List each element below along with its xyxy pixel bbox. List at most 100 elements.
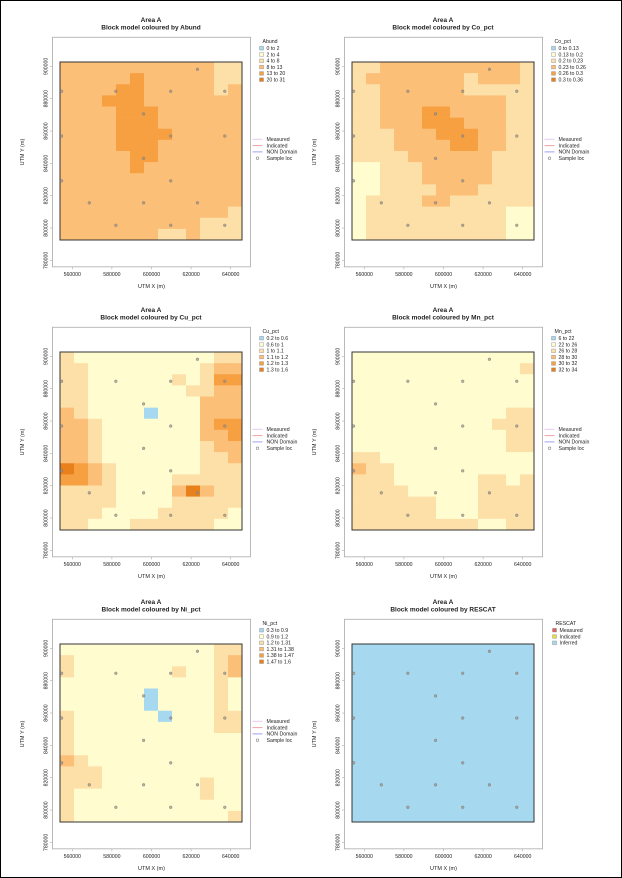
block-cell [408, 721, 423, 734]
block-cell [352, 429, 367, 442]
block-cell [450, 374, 465, 386]
block-cell [116, 810, 131, 823]
sample-point [487, 783, 492, 787]
sample-point [351, 716, 356, 720]
block-cell [130, 799, 145, 812]
block-cell [214, 95, 229, 107]
y-tick-label: 820000 [43, 187, 49, 204]
sample-point [433, 402, 438, 406]
block-cell [74, 518, 89, 531]
block-cell [492, 810, 507, 823]
block-cell [422, 755, 437, 767]
block-cell [144, 710, 159, 723]
sample-point [195, 649, 200, 653]
legend-label: 2 to 4 [267, 52, 280, 58]
legend-label: Measured [267, 427, 290, 433]
block-cell [422, 128, 437, 141]
block-cell [130, 184, 145, 196]
block-cell [450, 507, 465, 520]
block-cell [102, 644, 117, 656]
sample-point [223, 134, 227, 138]
block-cell [74, 73, 89, 85]
block-cell [366, 485, 381, 497]
block-cell [228, 721, 243, 734]
block-cell [88, 474, 103, 486]
y-tick-label: 820000 [43, 477, 49, 494]
block-cell [394, 485, 409, 497]
block-cell [492, 374, 507, 386]
block-cell [116, 463, 131, 475]
legend-label: 1.31 to 1.38 [267, 647, 295, 653]
block-cell [408, 73, 423, 85]
block-cell [60, 777, 75, 789]
block-cell [422, 777, 437, 789]
block-cell [394, 666, 409, 678]
y-tick-label: 840000 [43, 445, 49, 462]
sample-point [433, 783, 438, 787]
block-cell [464, 755, 479, 767]
block-cell [492, 710, 507, 723]
block-cell [214, 385, 229, 397]
block-cell [88, 710, 103, 723]
block-cell [492, 755, 507, 767]
y-tick-label: 780000 [43, 252, 49, 269]
block-cell [172, 73, 187, 85]
block-cell [102, 184, 117, 196]
block-cell [200, 128, 215, 141]
block-cell [450, 744, 465, 756]
block-cell [422, 396, 437, 408]
block-cell [172, 429, 187, 442]
sample-point [169, 223, 173, 227]
chart-subtitle: Block model coloured by Abund [101, 25, 200, 32]
block-cell [422, 744, 437, 756]
block-cell [130, 733, 145, 745]
block-cell [130, 666, 145, 678]
block-cell [60, 710, 75, 723]
block-cell [478, 677, 493, 689]
block-cell [520, 206, 535, 219]
block-cell [352, 374, 367, 386]
block-cell [520, 418, 535, 431]
block-cell [144, 84, 159, 96]
block-cell [200, 777, 215, 789]
block-cell [200, 699, 215, 712]
sample-point [461, 671, 465, 675]
block-cell [352, 710, 367, 723]
block-cell [130, 217, 145, 230]
block-cell [186, 385, 201, 397]
y-tick-label: 880000 [335, 672, 341, 689]
legend-label: Indicated [560, 634, 581, 640]
block-cell [144, 352, 159, 364]
block-cell [228, 766, 243, 778]
block-cell [116, 217, 131, 230]
block-cell [172, 84, 187, 96]
block-cell [214, 788, 229, 801]
block-cell [394, 217, 409, 230]
block-cell [88, 688, 103, 700]
block-cell [116, 385, 131, 397]
block-cell [116, 485, 131, 497]
block-cell [200, 374, 215, 386]
block-cell [186, 62, 201, 74]
legend-label: Inferred [560, 641, 578, 647]
block-cell [520, 699, 535, 712]
block-cell [102, 173, 117, 185]
block-cell [88, 666, 103, 678]
block-cell [186, 184, 201, 196]
block-cell [228, 507, 243, 520]
block-cell [200, 162, 215, 174]
block-cell [436, 710, 451, 723]
block-cell [520, 228, 535, 241]
block-cell [172, 677, 187, 689]
legend-label: 30 to 32 [559, 361, 578, 367]
block-cell [130, 777, 145, 789]
sample-point [59, 89, 64, 93]
block-cell [408, 644, 423, 656]
block-cell [492, 407, 507, 420]
legend-label: 0.3 to 0.36 [559, 78, 584, 84]
legend-label: Sample loc [267, 446, 293, 452]
sample-point [169, 671, 173, 675]
block-cell [436, 95, 451, 107]
block-cell [60, 452, 75, 464]
block-cell [492, 173, 507, 185]
